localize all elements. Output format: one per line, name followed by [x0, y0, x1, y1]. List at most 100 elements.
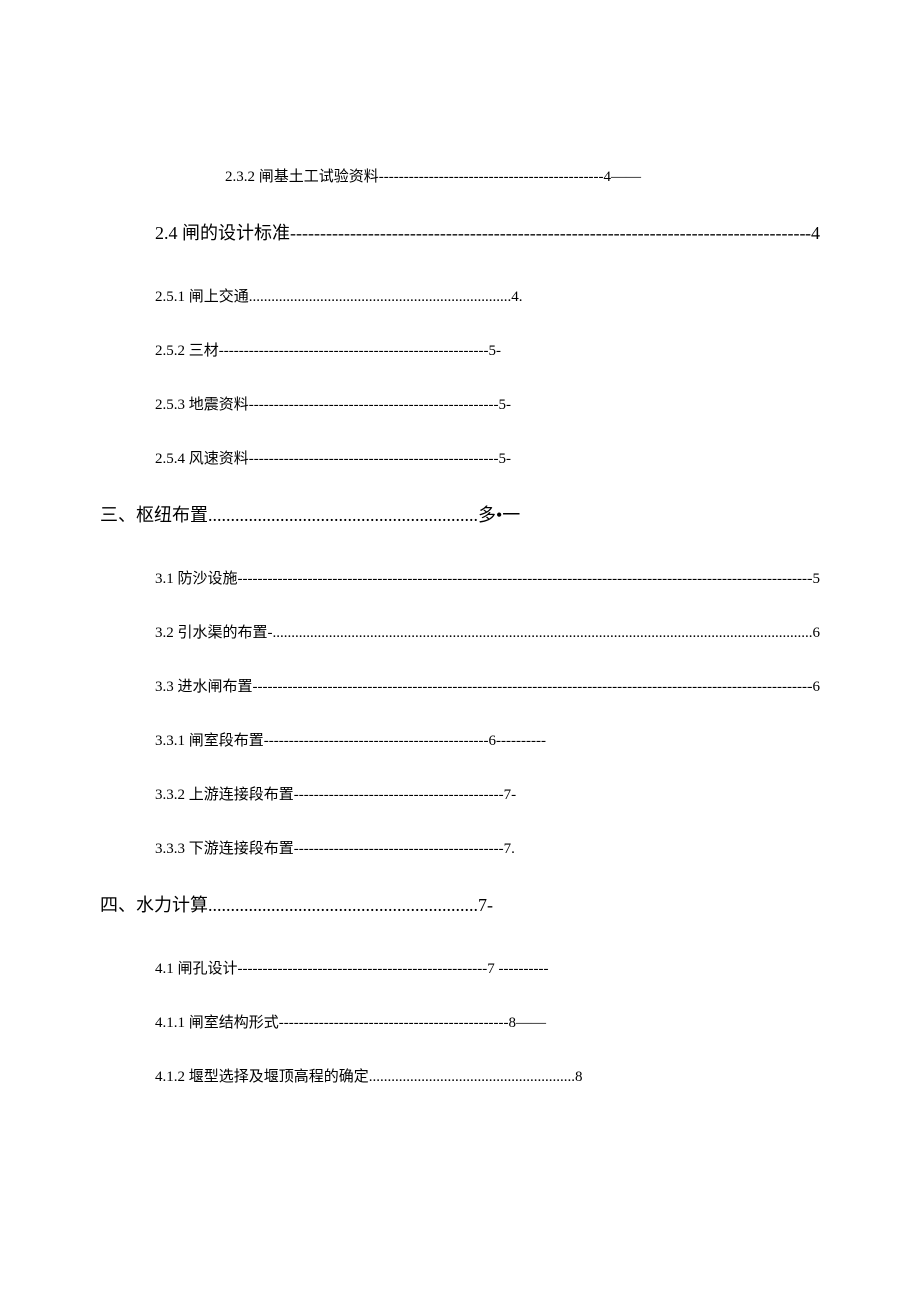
toc-page: 7 ----------: [487, 961, 548, 978]
toc-page: 8——: [509, 1015, 547, 1032]
toc-number: 3.3.1: [155, 733, 185, 749]
toc-entry-e31: 3.1 防沙设施 -------------------------------…: [155, 567, 820, 588]
toc-number: 4.1.1: [155, 1015, 185, 1031]
toc-page: -5: [808, 571, 821, 588]
toc-number: 2.5.1: [155, 289, 185, 305]
toc-label: 三、枢纽布置: [100, 501, 208, 527]
toc-title: 闸室段布置: [189, 733, 264, 749]
toc-leader: ........................................…: [208, 505, 478, 526]
toc-leader: ----------------------------------------…: [249, 397, 499, 414]
toc-title: 闸基土工试验资料: [259, 169, 379, 185]
toc-entry-e33: 3.3 进水闸布置 ------------------------------…: [155, 675, 820, 696]
toc-number: 2.5.3: [155, 397, 185, 413]
toc-entry-e253: 2.5.3 地震资料 -----------------------------…: [155, 393, 820, 414]
toc-number: 3.1: [155, 571, 174, 587]
toc-page: -6: [808, 679, 821, 696]
toc-page: 6----------: [489, 733, 546, 750]
toc-number: 4.1: [155, 961, 174, 977]
toc-title: 三材: [189, 343, 219, 359]
toc-leader: ----------------------------------------…: [264, 733, 489, 750]
toc-leader: ----------------------------------------…: [294, 787, 504, 804]
toc-title: 闸的设计标准: [182, 223, 290, 243]
toc-page: 8: [575, 1069, 583, 1086]
toc-number: 2.5.4: [155, 451, 185, 467]
toc-leader: ----------------------------------------…: [294, 841, 504, 858]
toc-title: 引水渠的布置-: [178, 625, 273, 641]
toc-title: 枢纽布置: [136, 505, 208, 525]
toc-number: 3.3: [155, 679, 174, 695]
toc-label: 四、水力计算: [100, 891, 208, 917]
toc-label: 4.1.1 闸室结构形式: [155, 1011, 279, 1032]
toc-leader: ----------------------------------------…: [379, 169, 604, 186]
toc-entry-e24: 2.4 闸的设计标准 -----------------------------…: [155, 219, 820, 245]
toc-title: 堰型选择及堰顶高程的确定: [189, 1069, 369, 1085]
toc-leader: ........................................…: [249, 289, 512, 306]
toc-leader: ----------------------------------------…: [290, 223, 805, 244]
toc-page: 4.: [511, 289, 522, 306]
toc-entry-e333: 3.3.3 下游连接段布置 --------------------------…: [155, 837, 820, 858]
toc-page: 5-: [489, 343, 502, 360]
toc-number: 3.3.2: [155, 787, 185, 803]
toc-page: -4: [805, 223, 820, 244]
toc-label: 2.5.1 闸上交通: [155, 285, 249, 306]
toc-entry-e32: 3.2 引水渠的布置- ............................…: [155, 621, 820, 642]
toc-leader: ----------------------------------------…: [279, 1015, 509, 1032]
toc-label: 3.3.2 上游连接段布置: [155, 783, 294, 804]
toc-label: 4.1.2 堰型选择及堰顶高程的确定: [155, 1065, 369, 1086]
toc-title: 水力计算: [136, 895, 208, 915]
toc-entry-e232: 2.3.2 闸基土工试验资料 -------------------------…: [225, 165, 820, 186]
toc-title: 闸室结构形式: [189, 1015, 279, 1031]
toc-number: 4.1.2: [155, 1069, 185, 1085]
table-of-contents: 2.3.2 闸基土工试验资料 -------------------------…: [100, 165, 820, 1086]
toc-title: 下游连接段布置: [189, 841, 294, 857]
toc-title: 上游连接段布置: [189, 787, 294, 803]
toc-leader: ----------------------------------------…: [238, 571, 808, 588]
toc-entry-e412: 4.1.2 堰型选择及堰顶高程的确定 .....................…: [155, 1065, 820, 1086]
toc-leader: ----------------------------------------…: [238, 961, 488, 978]
toc-entry-e252: 2.5.2 三材 -------------------------------…: [155, 339, 820, 360]
toc-label: 2.5.2 三材: [155, 339, 219, 360]
toc-label: 2.5.4 风速资料: [155, 447, 249, 468]
toc-number: 2.5.2: [155, 343, 185, 359]
toc-page: 4——: [604, 169, 642, 186]
toc-label: 2.3.2 闸基土工试验资料: [225, 165, 379, 186]
toc-label: 2.4 闸的设计标准: [155, 219, 290, 245]
toc-page: 7.: [504, 841, 515, 858]
toc-entry-e41: 4.1 闸孔设计 -------------------------------…: [155, 957, 820, 978]
toc-title: 闸上交通: [189, 289, 249, 305]
toc-label: 3.3.3 下游连接段布置: [155, 837, 294, 858]
toc-number: 2.3.2: [225, 169, 255, 185]
toc-label: 3.2 引水渠的布置-: [155, 621, 273, 642]
toc-title: 地震资料: [189, 397, 249, 413]
toc-title: 闸孔设计: [178, 961, 238, 977]
toc-leader: ----------------------------------------…: [253, 679, 808, 696]
toc-number: 3.2: [155, 625, 174, 641]
toc-page: .6: [809, 625, 820, 642]
toc-entry-s4: 四、水力计算 .................................…: [100, 891, 820, 917]
toc-page: 多•一: [478, 501, 520, 527]
toc-title: 风速资料: [189, 451, 249, 467]
toc-number: 四、: [100, 895, 136, 915]
toc-page: 7-: [504, 787, 517, 804]
toc-label: 3.3 进水闸布置: [155, 675, 253, 696]
toc-leader: ----------------------------------------…: [219, 343, 489, 360]
toc-number: 3.3.3: [155, 841, 185, 857]
toc-entry-e411: 4.1.1 闸室结构形式 ---------------------------…: [155, 1011, 820, 1032]
toc-number: 三、: [100, 505, 136, 525]
toc-leader: ........................................…: [369, 1069, 575, 1086]
toc-label: 3.1 防沙设施: [155, 567, 238, 588]
toc-entry-s3: 三、枢纽布置 .................................…: [100, 501, 820, 527]
toc-entry-e251: 2.5.1 闸上交通 .............................…: [155, 285, 820, 306]
toc-title: 进水闸布置: [178, 679, 253, 695]
toc-label: 4.1 闸孔设计: [155, 957, 238, 978]
toc-leader: ........................................…: [208, 895, 478, 916]
toc-number: 2.4: [155, 223, 178, 243]
toc-label: 3.3.1 闸室段布置: [155, 729, 264, 750]
toc-page: 5-: [499, 397, 512, 414]
toc-page: 5-: [499, 451, 512, 468]
toc-leader: ----------------------------------------…: [249, 451, 499, 468]
toc-entry-e331: 3.3.1 闸室段布置 ----------------------------…: [155, 729, 820, 750]
toc-page: 7-: [478, 895, 493, 916]
toc-label: 2.5.3 地震资料: [155, 393, 249, 414]
toc-entry-e254: 2.5.4 风速资料 -----------------------------…: [155, 447, 820, 468]
